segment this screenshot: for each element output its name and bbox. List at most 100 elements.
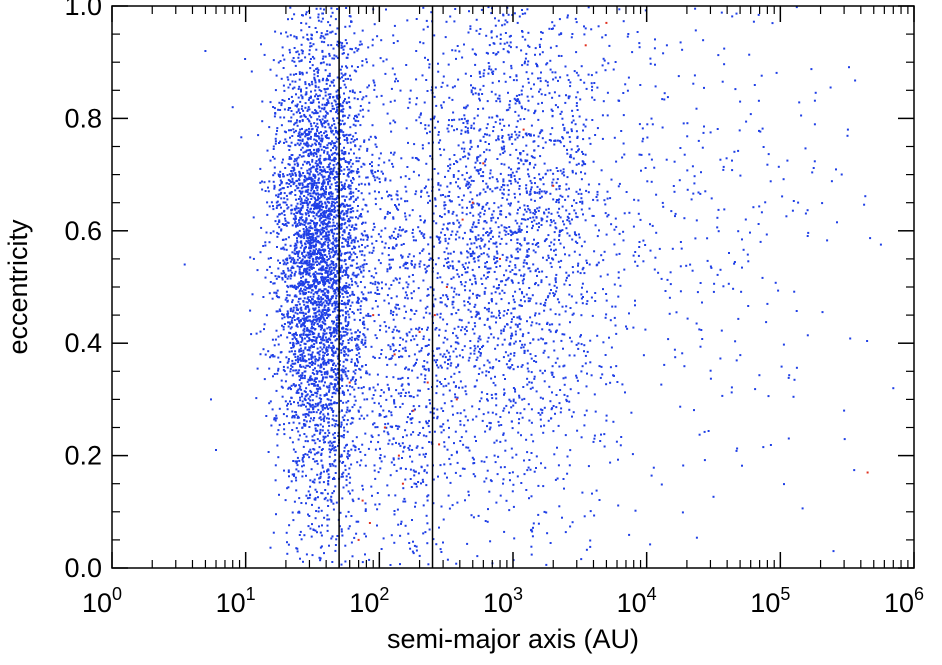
data-point	[350, 210, 352, 213]
data-point	[294, 129, 297, 132]
data-point	[334, 306, 337, 309]
data-point	[280, 229, 283, 232]
data-point	[350, 226, 353, 228]
data-point	[406, 286, 409, 289]
data-point	[340, 252, 343, 255]
data-point	[331, 11, 334, 14]
data-point	[398, 350, 401, 353]
data-point	[361, 29, 364, 32]
data-point	[307, 306, 310, 309]
data-point	[327, 270, 330, 273]
data-point	[305, 185, 308, 188]
data-point	[333, 166, 336, 169]
data-point	[317, 150, 320, 153]
data-point	[343, 152, 346, 155]
data-point	[309, 420, 312, 423]
data-point	[308, 257, 311, 260]
data-point	[555, 273, 558, 276]
data-point	[353, 117, 355, 120]
data-point	[372, 246, 375, 249]
data-point	[289, 436, 292, 439]
data-point	[322, 235, 325, 238]
data-point	[415, 545, 418, 548]
data-point	[341, 184, 343, 187]
data-point	[415, 78, 418, 81]
data-point	[344, 160, 347, 162]
data-point	[359, 368, 362, 371]
data-point	[337, 434, 340, 437]
data-point	[401, 402, 404, 405]
data-point	[310, 263, 313, 266]
data-point	[361, 98, 364, 101]
data-point	[372, 394, 375, 396]
data-point	[354, 132, 357, 135]
data-point	[344, 345, 347, 348]
data-point	[330, 183, 333, 186]
data-point	[309, 152, 312, 155]
data-point	[484, 141, 487, 143]
data-point	[348, 316, 351, 319]
data-point	[303, 178, 306, 181]
data-point	[322, 376, 324, 379]
data-point	[373, 190, 376, 193]
data-point	[545, 220, 548, 223]
data-point	[313, 336, 316, 339]
data-point	[440, 383, 443, 385]
data-point	[310, 358, 313, 360]
data-point	[345, 203, 348, 206]
data-point	[450, 454, 453, 457]
data-point	[297, 156, 300, 159]
data-point	[422, 279, 425, 282]
data-point	[332, 386, 335, 389]
data-point	[332, 133, 335, 136]
data-point	[304, 415, 307, 418]
data-point	[274, 220, 277, 223]
data-point	[299, 319, 302, 321]
data-point	[321, 466, 324, 469]
data-point	[405, 310, 407, 313]
data-point	[416, 394, 419, 397]
data-point	[300, 187, 303, 190]
data-point	[323, 158, 326, 161]
data-point	[302, 455, 305, 458]
data-point	[426, 495, 429, 498]
data-point	[355, 276, 358, 279]
data-point	[447, 210, 450, 212]
data-point	[301, 355, 304, 358]
data-point	[296, 119, 298, 122]
data-point	[405, 230, 408, 233]
data-point	[305, 364, 308, 367]
data-point	[418, 350, 421, 353]
data-point	[348, 481, 351, 484]
data-point	[312, 259, 315, 262]
data-point	[290, 326, 293, 329]
data-point	[325, 102, 328, 104]
data-point	[320, 266, 323, 269]
data-point	[388, 388, 390, 391]
data-point	[303, 433, 306, 435]
data-point	[261, 120, 264, 123]
data-point	[395, 237, 397, 240]
data-point	[357, 205, 359, 207]
data-point	[325, 300, 328, 303]
data-point	[304, 347, 307, 350]
data-point	[324, 130, 327, 133]
data-point	[297, 401, 299, 404]
data-point	[292, 519, 295, 522]
data-point	[295, 121, 298, 124]
data-point	[295, 244, 298, 247]
data-point	[307, 334, 310, 337]
data-point	[289, 120, 292, 123]
data-point	[285, 296, 288, 299]
data-point	[322, 213, 325, 216]
data-point	[324, 69, 327, 72]
data-point	[390, 297, 393, 300]
data-point	[332, 47, 335, 50]
data-point	[341, 390, 344, 393]
data-point	[305, 93, 308, 95]
data-point	[410, 433, 413, 436]
data-point	[303, 131, 306, 134]
data-point	[318, 200, 321, 203]
data-point	[325, 348, 328, 351]
data-point	[341, 274, 344, 277]
